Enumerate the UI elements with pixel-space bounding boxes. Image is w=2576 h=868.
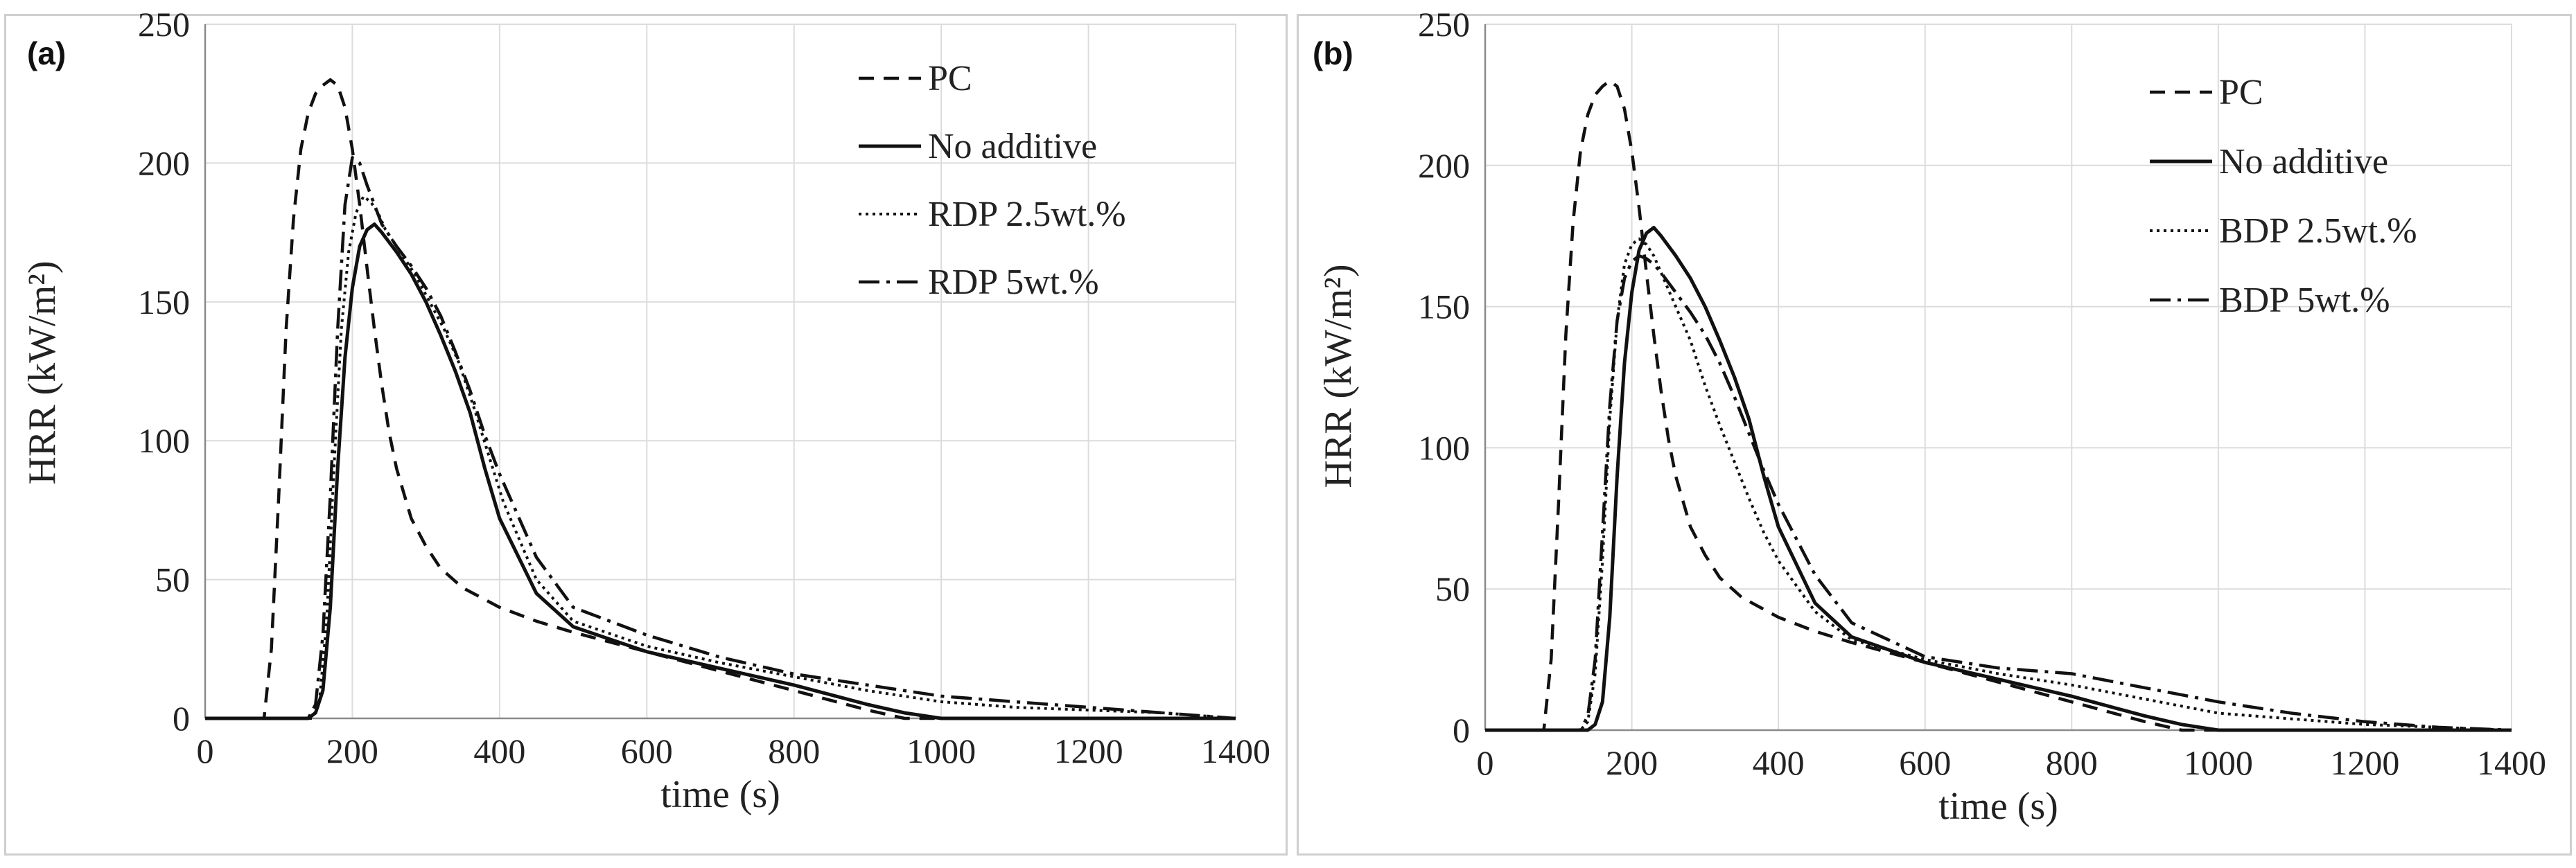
- series-line-dashed: [205, 78, 1236, 720]
- y-tick-label: 150: [138, 283, 190, 321]
- legend-label: PC: [928, 59, 972, 98]
- legend-label: RDP 2.5wt.%: [928, 195, 1126, 234]
- x-tick-label: 200: [326, 732, 378, 770]
- x-tick-label: 400: [1753, 743, 1805, 782]
- x-tick-label: 400: [473, 732, 525, 770]
- series-line-solid: [205, 222, 1236, 720]
- y-tick-label: 250: [1418, 5, 1470, 44]
- x-axis-title: time (s): [660, 773, 780, 816]
- x-tick-label: 1000: [906, 732, 976, 770]
- x-tick-label: 600: [621, 732, 673, 770]
- chart-panel-a: 0 200 400 600 800 1000 1200 1400 0 50 100 150 200 250…: [4, 5, 1288, 856]
- x-tick-label: 200: [1606, 743, 1658, 782]
- y-tick-label: 0: [173, 699, 190, 738]
- x-axis-title: time (s): [1938, 785, 2058, 828]
- legend-label: PC: [2219, 73, 2263, 112]
- x-tick-label: 1200: [2330, 743, 2399, 782]
- y-axis-title: HRR (kW/m²): [21, 260, 64, 484]
- legend-label: BDP 5wt.%: [2219, 281, 2390, 320]
- y-tick-label: 200: [1418, 146, 1470, 185]
- chart-svg-a: 0 200 400 600 800 1000 1200 1400 0 50 100 150 200 250…: [21, 5, 1270, 816]
- series-line-solid: [1485, 226, 2512, 732]
- x-tick-label: 0: [197, 732, 214, 770]
- x-tick-label: 800: [2046, 743, 2098, 782]
- y-tick-label: 200: [138, 143, 190, 182]
- series-line-dotted: [1485, 237, 2512, 732]
- x-tick-label: 1200: [1054, 732, 1123, 770]
- panel-label: (b): [1313, 35, 1353, 71]
- legend-label: No additive: [2219, 142, 2388, 181]
- y-tick-label: 250: [138, 5, 190, 44]
- y-tick-label: 100: [138, 421, 190, 460]
- series-line-dotted: [205, 195, 1236, 720]
- y-axis-title: HRR (kW/m²): [1317, 264, 1360, 488]
- x-tick-label: 1400: [1201, 732, 1270, 770]
- chart-svg-b: 0 200 400 600 800 1000 1200 1400 0 50 100 150 200 250…: [1313, 5, 2546, 828]
- x-tick-label: 0: [1477, 743, 1494, 782]
- series-line-dashdot: [205, 156, 1236, 720]
- series-line-dashdot: [1485, 254, 2512, 732]
- y-tick-label: 150: [1418, 287, 1470, 326]
- x-tick-label: 1400: [2477, 743, 2546, 782]
- y-tick-label: 50: [1435, 569, 1470, 608]
- x-tick-label: 600: [1899, 743, 1951, 782]
- legend-label: No additive: [928, 127, 1097, 166]
- x-tick-label: 1000: [2184, 743, 2253, 782]
- series-line-dashed: [1485, 79, 2512, 732]
- chart-panel-b: 0 200 400 600 800 1000 1200 1400 0 50 100 150 200 250…: [1297, 5, 2572, 856]
- legend-label: BDP 2.5wt.%: [2219, 211, 2417, 251]
- legend-label: RDP 5wt.%: [928, 263, 1099, 302]
- y-tick-label: 50: [155, 560, 190, 599]
- x-tick-label: 800: [768, 732, 820, 770]
- panel-label: (a): [27, 35, 66, 71]
- y-tick-label: 100: [1418, 428, 1470, 467]
- y-tick-label: 0: [1453, 711, 1470, 750]
